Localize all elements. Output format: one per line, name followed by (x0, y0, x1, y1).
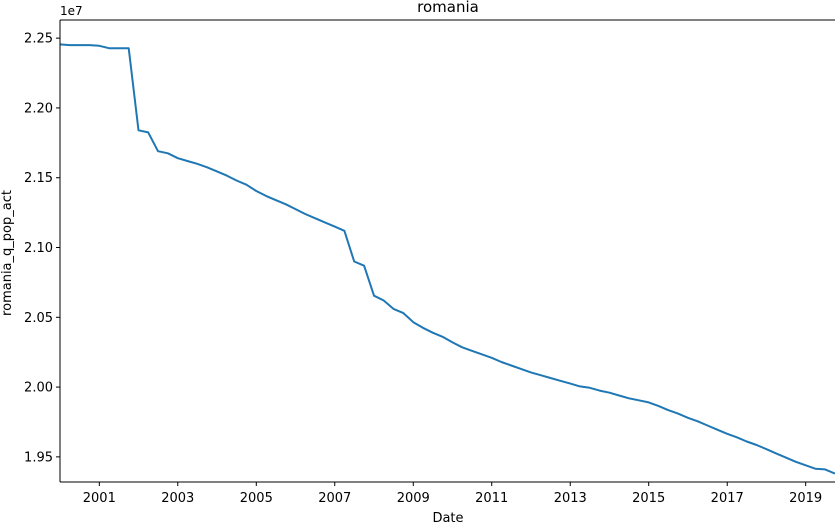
y-axis-ticks: 1.95 2.00 2.05 2.10 2.15 2.20 2.25 (24, 32, 60, 465)
y-tick-label: 2.10 (24, 241, 53, 256)
x-tick-label: 2007 (318, 491, 351, 506)
y-tick-label: 2.15 (24, 171, 53, 186)
y-tick-label: 2.05 (24, 311, 53, 326)
chart-title: romania (417, 0, 479, 16)
x-tick-label: 2015 (632, 491, 665, 506)
y-tick-label: 1.95 (24, 450, 53, 465)
y-axis-label: romania_q_pop_act (0, 190, 15, 316)
y-tick-label: 2.25 (24, 32, 53, 47)
x-tick-label: 2011 (475, 491, 508, 506)
plot-area (60, 20, 835, 482)
series-line (59, 43, 835, 475)
y-tick-label: 2.00 (24, 381, 53, 396)
x-tick-label: 2019 (789, 491, 822, 506)
x-tick-label: 2003 (161, 491, 194, 506)
x-axis-ticks: 2001 2003 2005 2007 2009 2011 2013 2015 2017 2019 (83, 482, 822, 506)
x-tick-label: 2001 (83, 491, 116, 506)
x-tick-label: 2017 (711, 491, 744, 506)
x-axis-label: Date (432, 511, 463, 525)
x-tick-label: 2013 (554, 491, 587, 506)
y-axis-offset-label: 1e7 (60, 4, 83, 18)
x-tick-label: 2005 (240, 491, 273, 506)
x-tick-label: 2009 (397, 491, 430, 506)
y-tick-label: 2.20 (24, 101, 53, 116)
